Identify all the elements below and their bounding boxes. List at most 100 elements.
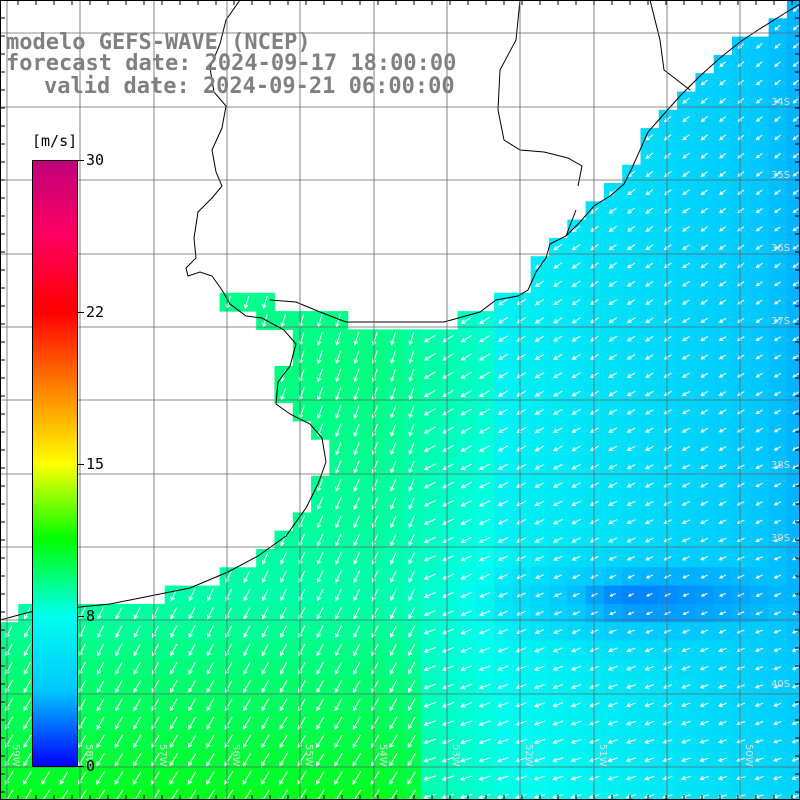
wind-arrow — [626, 684, 636, 689]
latitude-label: 36S — [771, 243, 790, 254]
wind-arrow — [718, 537, 727, 543]
wind-arrow — [515, 775, 528, 781]
wind-arrow — [553, 353, 563, 360]
wind-arrow — [718, 684, 727, 689]
wind-arrow — [478, 738, 491, 745]
wind-arrow — [423, 334, 436, 343]
wind-arrow — [645, 354, 654, 360]
wind-cell — [292, 786, 312, 800]
wind-arrow — [353, 350, 360, 365]
wind-arrow — [371, 625, 379, 638]
wind-arrow — [389, 643, 397, 657]
wind-arrow — [371, 515, 379, 529]
wind-arrow — [353, 497, 360, 511]
wind-arrow — [442, 389, 454, 398]
wind-arrow — [700, 226, 709, 232]
wind-arrow — [534, 280, 545, 287]
wind-arrow — [460, 481, 473, 489]
wind-arrow — [792, 208, 800, 214]
wind-arrow — [662, 665, 673, 671]
colorbar-label-0: 0 — [86, 757, 96, 775]
wind-arrow — [515, 738, 527, 745]
wind-arrow — [423, 628, 436, 635]
wind-arrow — [423, 500, 436, 507]
wind-arrow — [645, 189, 654, 196]
wind-arrow — [408, 479, 415, 492]
wind-arrow — [681, 372, 690, 378]
wind-arrow — [552, 702, 564, 708]
wind-arrow — [609, 593, 616, 597]
wind-arrow — [515, 702, 527, 708]
wind-arrow — [717, 720, 727, 726]
wind-arrow — [755, 354, 763, 360]
wind-arrow — [773, 281, 781, 287]
wind-arrow — [390, 460, 397, 474]
wind-arrow — [497, 555, 509, 562]
wind-arrow — [552, 482, 563, 488]
wind-arrow — [97, 643, 105, 657]
wind-arrow — [644, 720, 655, 726]
wind-arrow — [371, 497, 379, 511]
wind-arrow — [718, 409, 727, 415]
wind-arrow — [607, 794, 619, 799]
wind-arrow — [316, 332, 323, 346]
wind-arrow — [718, 464, 727, 469]
wind-arrow — [390, 607, 397, 620]
wind-arrow — [755, 464, 763, 469]
wind-arrow — [552, 683, 564, 690]
wind-arrow — [681, 537, 691, 543]
wind-arrow — [588, 775, 600, 781]
wind-arrow — [589, 702, 600, 708]
wind-arrow — [371, 460, 379, 474]
wind-arrow — [792, 391, 800, 396]
wind-cell — [786, 54, 800, 74]
wind-arrow — [792, 226, 800, 232]
wind-arrow — [662, 757, 673, 763]
wind-arrow — [774, 189, 781, 195]
wind-arrow — [792, 6, 799, 13]
wind-arrow — [553, 390, 563, 397]
wind-arrow — [792, 501, 800, 506]
wind-arrow — [682, 611, 690, 616]
wind-arrow — [335, 350, 342, 365]
wind-arrow — [625, 757, 637, 763]
wind-arrow — [662, 720, 673, 726]
wind-arrow — [588, 794, 600, 799]
wind-arrow — [479, 573, 491, 580]
wind-arrow — [608, 409, 618, 415]
wind-arrow — [755, 97, 763, 104]
wind-arrow — [279, 661, 288, 675]
wind-arrow — [390, 589, 397, 602]
wind-arrow — [188, 588, 196, 602]
wind-arrow — [644, 739, 655, 744]
wind-arrow — [755, 519, 763, 524]
wind-arrow — [316, 478, 324, 492]
wind-arrow — [571, 647, 582, 653]
wind-arrow — [755, 134, 763, 141]
wind-arrow — [737, 97, 745, 104]
wind-arrow — [335, 497, 342, 511]
wind-arrow — [589, 372, 599, 379]
wind-arrow — [644, 665, 654, 671]
wind-arrow — [552, 518, 563, 525]
wind-arrow — [773, 519, 782, 524]
wind-arrow — [390, 552, 397, 565]
wind-arrow — [353, 442, 360, 456]
wind-arrow — [645, 390, 654, 397]
wind-arrow — [719, 97, 727, 104]
wind-arrow — [644, 519, 654, 525]
wind-arrow — [479, 592, 490, 598]
wind-arrow — [460, 628, 473, 635]
wind-arrow — [755, 116, 763, 122]
wind-arrow — [442, 371, 454, 379]
wind-arrow — [390, 387, 397, 401]
wind-arrow — [408, 643, 416, 657]
wind-arrow — [23, 625, 31, 638]
wind-arrow — [243, 680, 251, 694]
wind-cell — [658, 786, 678, 800]
wind-arrow — [608, 427, 618, 433]
wind-arrow — [169, 771, 179, 785]
wind-arrow — [497, 445, 509, 452]
wind-cell — [384, 786, 404, 800]
wind-arrow — [571, 280, 581, 287]
